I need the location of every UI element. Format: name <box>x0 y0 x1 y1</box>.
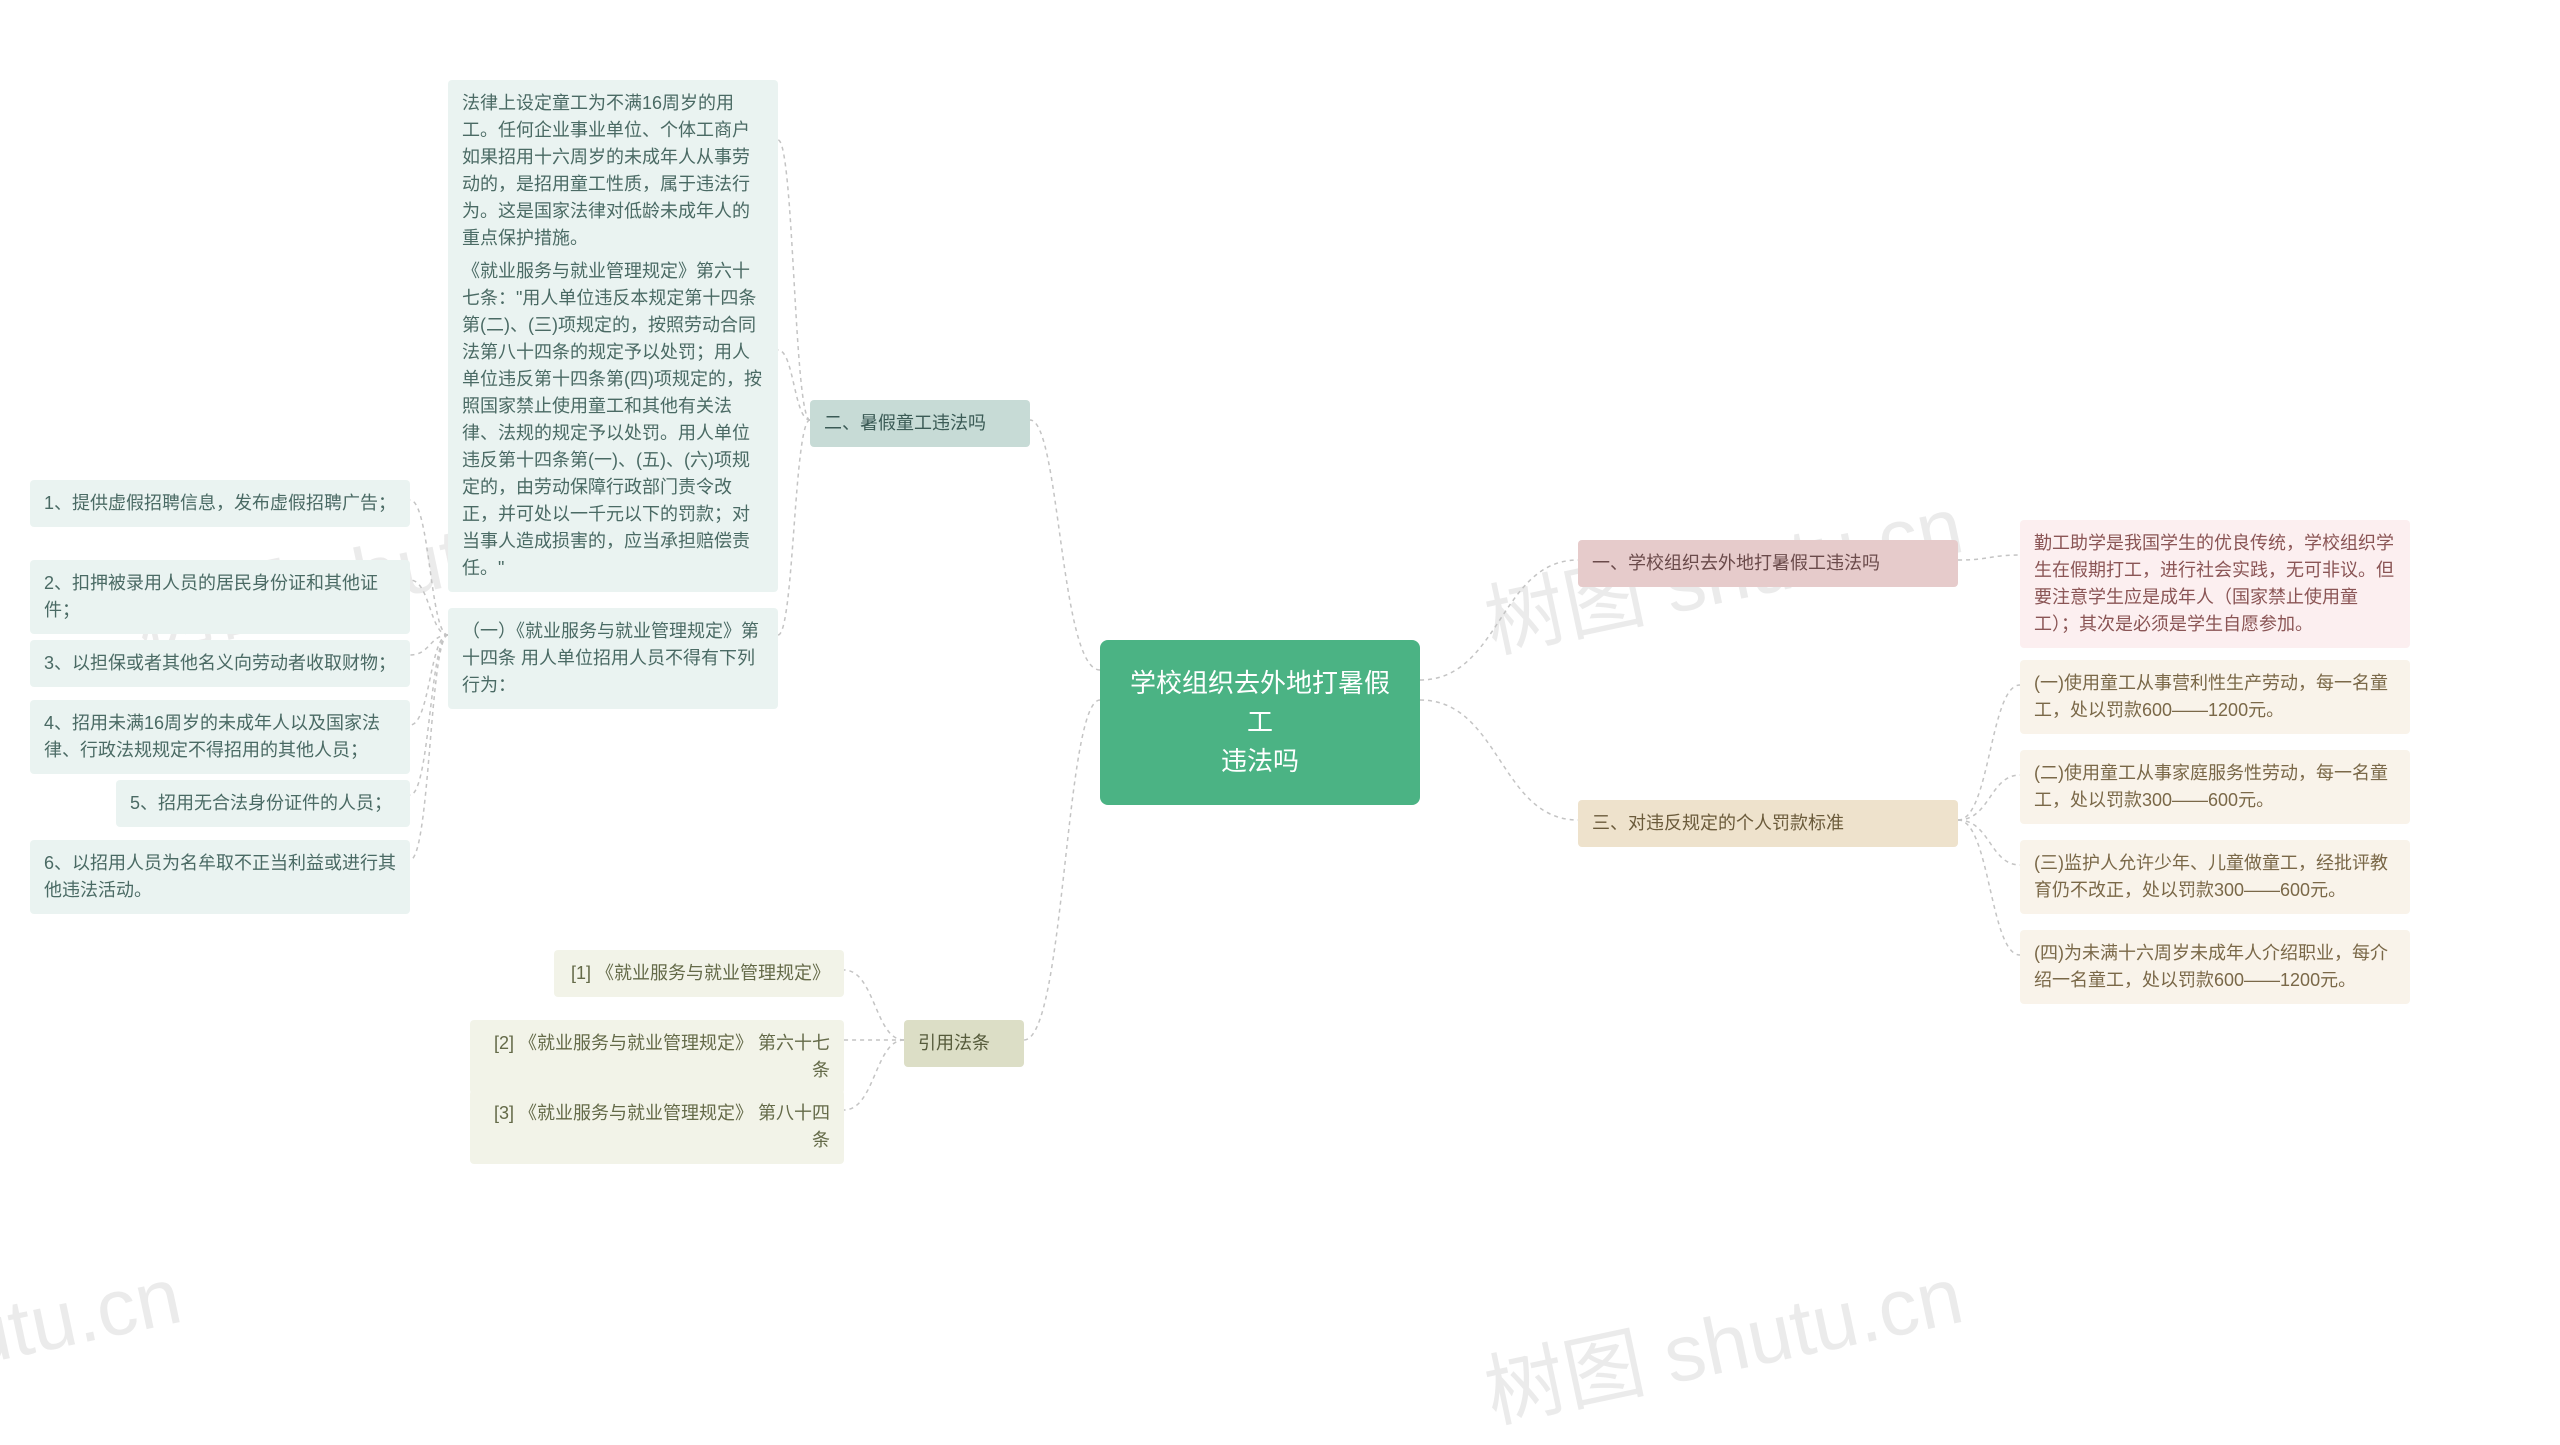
leaf-two-0-text: 法律上设定童工为不满16周岁的用工。任何企业事业单位、个体工商户如果招用十六周岁… <box>462 93 750 248</box>
leaf-two-2-sub-1-text: 2、扣押被录用人员的居民身份证和其他证件； <box>44 573 378 620</box>
leaf-two-0: 法律上设定童工为不满16周岁的用工。任何企业事业单位、个体工商户如果招用十六周岁… <box>448 80 778 262</box>
branch-cite: 引用法条 <box>904 1020 1024 1067</box>
leaf-two-2: （一）《就业服务与就业管理规定》第十四条 用人单位招用人员不得有下列行为： <box>448 608 778 709</box>
leaf-three-0: (一)使用童工从事营利性生产劳动，每一名童工，处以罚款600——1200元。 <box>2020 660 2410 734</box>
leaf-one-0: 勤工助学是我国学生的优良传统，学校组织学生在假期打工，进行社会实践，无可非议。但… <box>2020 520 2410 648</box>
leaf-three-1: (二)使用童工从事家庭服务性劳动，每一名童工，处以罚款300——600元。 <box>2020 750 2410 824</box>
leaf-three-1-text: (二)使用童工从事家庭服务性劳动，每一名童工，处以罚款300——600元。 <box>2034 763 2388 810</box>
leaf-one-0-text: 勤工助学是我国学生的优良传统，学校组织学生在假期打工，进行社会实践，无可非议。但… <box>2034 533 2394 634</box>
leaf-two-2-sub-5: 6、以招用人员为名牟取不正当利益或进行其他违法活动。 <box>30 840 410 914</box>
watermark: shutu.cn <box>0 1250 189 1403</box>
leaf-two-2-sub-4-text: 5、招用无合法身份证件的人员； <box>130 793 392 813</box>
leaf-cite-2-text: [3] 《就业服务与就业管理规定》 第八十四条 <box>494 1103 830 1150</box>
branch-three: 三、对违反规定的个人罚款标准 <box>1578 800 1958 847</box>
leaf-cite-0-text: [1] 《就业服务与就业管理规定》 <box>571 963 830 983</box>
leaf-two-2-sub-2-text: 3、以担保或者其他名义向劳动者收取财物； <box>44 653 396 673</box>
leaf-two-2-sub-1: 2、扣押被录用人员的居民身份证和其他证件； <box>30 560 410 634</box>
leaf-three-2: (三)监护人允许少年、儿童做童工，经批评教育仍不改正，处以罚款300——600元… <box>2020 840 2410 914</box>
branch-one-label: 一、学校组织去外地打暑假工违法吗 <box>1592 553 1880 573</box>
leaf-two-2-sub-0: 1、提供虚假招聘信息，发布虚假招聘广告； <box>30 480 410 527</box>
leaf-two-1: 《就业服务与就业管理规定》第六十七条："用人单位违反本规定第十四条第(二)、(三… <box>448 248 778 592</box>
leaf-two-2-sub-3: 4、招用未满16周岁的未成年人以及国家法律、行政法规规定不得招用的其他人员； <box>30 700 410 774</box>
leaf-two-2-sub-5-text: 6、以招用人员为名牟取不正当利益或进行其他违法活动。 <box>44 853 396 900</box>
leaf-cite-1: [2] 《就业服务与就业管理规定》 第六十七条 <box>470 1020 844 1094</box>
root-node: 学校组织去外地打暑假工违法吗 <box>1100 640 1420 805</box>
leaf-two-2-sub-2: 3、以担保或者其他名义向劳动者收取财物； <box>30 640 410 687</box>
leaf-three-2-text: (三)监护人允许少年、儿童做童工，经批评教育仍不改正，处以罚款300——600元… <box>2034 853 2388 900</box>
branch-three-label: 三、对违反规定的个人罚款标准 <box>1592 813 1844 833</box>
leaf-two-2-text: （一）《就业服务与就业管理规定》第十四条 用人单位招用人员不得有下列行为： <box>462 621 759 695</box>
branch-two: 二、暑假童工违法吗 <box>810 400 1030 447</box>
branch-two-label: 二、暑假童工违法吗 <box>824 413 986 433</box>
leaf-two-2-sub-0-text: 1、提供虚假招聘信息，发布虚假招聘广告； <box>44 493 396 513</box>
leaf-three-3-text: (四)为未满十六周岁未成年人介绍职业，每介绍一名童工，处以罚款600——1200… <box>2034 943 2388 990</box>
leaf-two-2-sub-4: 5、招用无合法身份证件的人员； <box>116 780 410 827</box>
branch-cite-label: 引用法条 <box>918 1033 990 1053</box>
leaf-cite-2: [3] 《就业服务与就业管理规定》 第八十四条 <box>470 1090 844 1164</box>
leaf-three-0-text: (一)使用童工从事营利性生产劳动，每一名童工，处以罚款600——1200元。 <box>2034 673 2388 720</box>
root-text: 学校组织去外地打暑假工违法吗 <box>1130 668 1390 776</box>
branch-one: 一、学校组织去外地打暑假工违法吗 <box>1578 540 1958 587</box>
leaf-two-2-sub-3-text: 4、招用未满16周岁的未成年人以及国家法律、行政法规规定不得招用的其他人员； <box>44 713 380 760</box>
leaf-two-1-text: 《就业服务与就业管理规定》第六十七条："用人单位违反本规定第十四条第(二)、(三… <box>462 261 762 578</box>
watermark: 树图 shutu.cn <box>1473 1231 1971 1445</box>
leaf-cite-1-text: [2] 《就业服务与就业管理规定》 第六十七条 <box>494 1033 830 1080</box>
leaf-three-3: (四)为未满十六周岁未成年人介绍职业，每介绍一名童工，处以罚款600——1200… <box>2020 930 2410 1004</box>
leaf-cite-0: [1] 《就业服务与就业管理规定》 <box>554 950 844 997</box>
